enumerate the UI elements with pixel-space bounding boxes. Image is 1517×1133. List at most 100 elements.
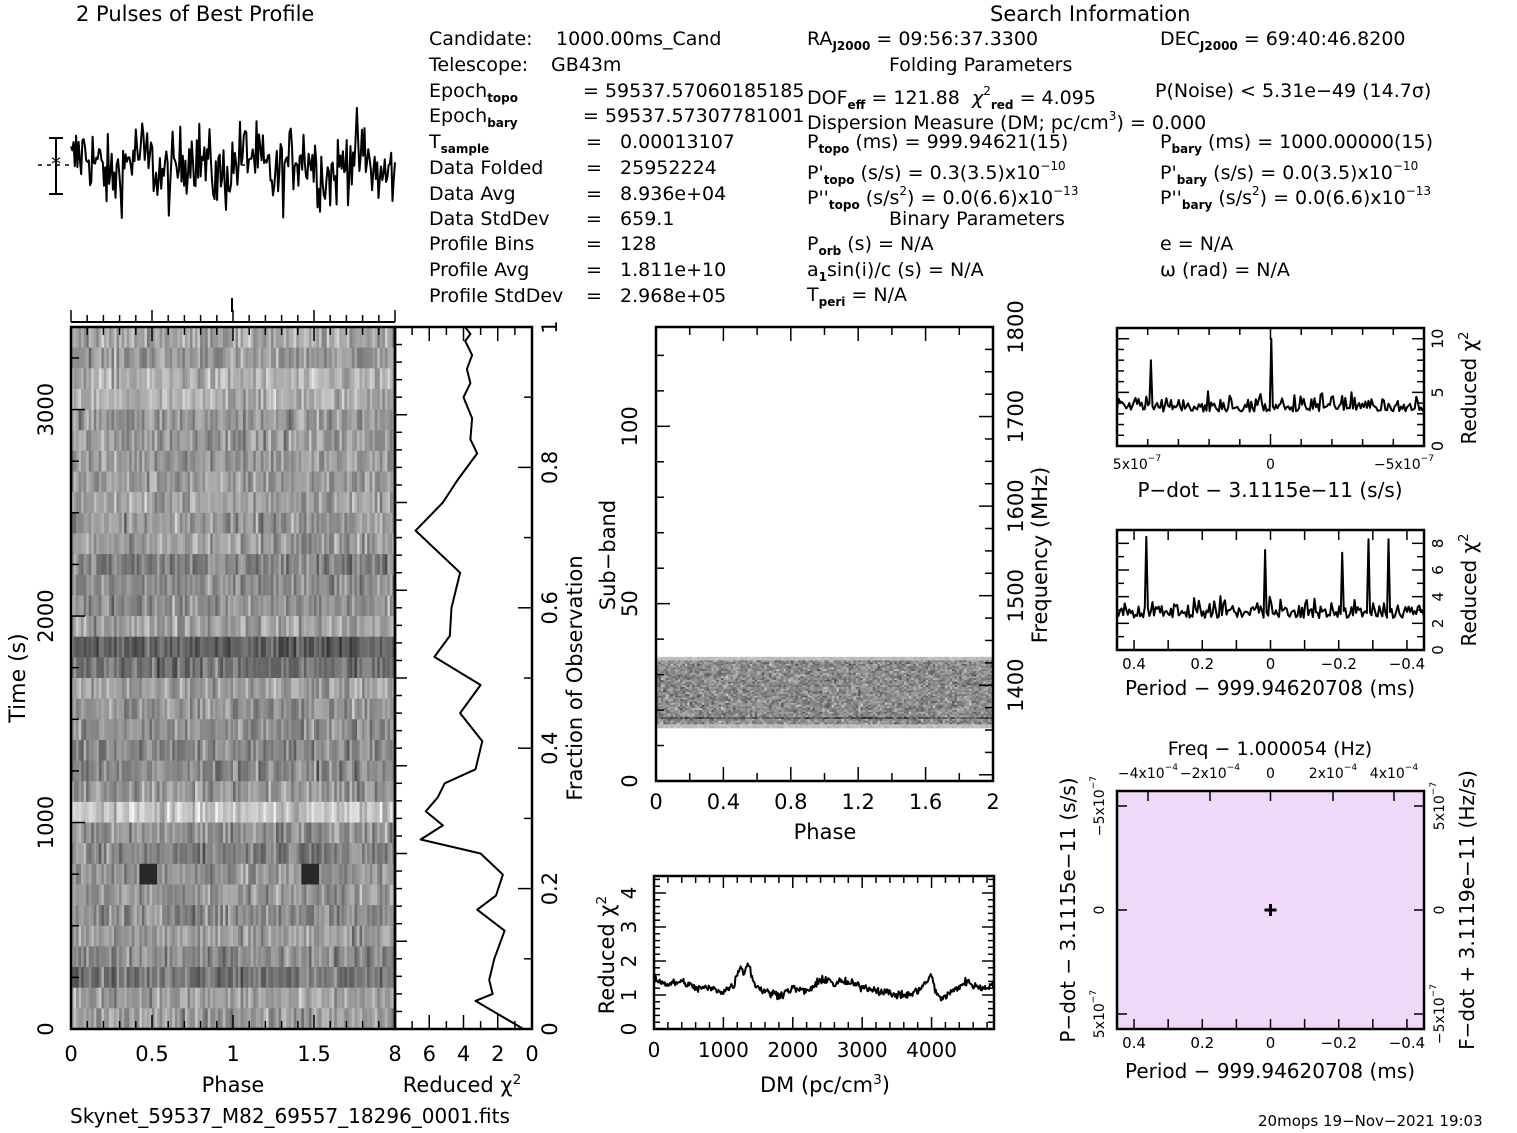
- heatmap-cell: [78, 678, 82, 700]
- heatmap-cell: [179, 698, 183, 720]
- heatmap-cell: [240, 1008, 244, 1030]
- heatmap-cell: [273, 822, 277, 844]
- heatmap-cell: [286, 739, 290, 762]
- heatmap-cell: [245, 657, 249, 679]
- heatmap-cell: [331, 471, 335, 493]
- heatmap-cell: [384, 967, 389, 989]
- heatmap-cell: [887, 660, 890, 663]
- heatmap-cell: [86, 471, 90, 493]
- heatmap-cell: [182, 347, 186, 369]
- heatmap-cell: [278, 430, 282, 452]
- heatmap-cell: [202, 801, 206, 824]
- heatmap-cell: [954, 656, 958, 660]
- heatmap-cell: [202, 781, 206, 803]
- heatmap-cell: [265, 1008, 270, 1030]
- heatmap-cell: [255, 554, 259, 576]
- heatmap-cell: [253, 450, 257, 473]
- heatmap-cell: [124, 616, 128, 638]
- heatmap-cell: [96, 533, 100, 555]
- heatmap-cell: [141, 987, 146, 1009]
- heatmap-cell: [164, 512, 168, 535]
- heatmap-cell: [225, 616, 229, 638]
- heatmap-cell: [303, 471, 308, 493]
- heatmap-cell: [708, 660, 712, 663]
- heatmap-cell: [293, 698, 297, 720]
- heatmap-cell: [146, 967, 151, 989]
- heatmap-cell: [233, 760, 237, 782]
- heatmap-cell: [306, 409, 310, 431]
- heatmap-cell: [276, 409, 280, 431]
- heatmap-cell: [344, 430, 348, 452]
- heatmap-cell: [276, 492, 280, 514]
- heatmap-cell: [884, 656, 888, 660]
- heatmap-cell: [81, 595, 85, 617]
- heatmap-cell: [351, 967, 356, 989]
- heatmap-cell: [369, 987, 373, 1009]
- heatmap-cell: [369, 781, 373, 803]
- heatmap-cell: [131, 450, 135, 473]
- heatmap-cell: [351, 843, 356, 865]
- heatmap-cell: [182, 471, 186, 493]
- heatmap-cell: [680, 656, 683, 660]
- heatmap-cell: [314, 574, 318, 597]
- heatmap-cell: [124, 987, 128, 1009]
- heatmap-cell: [116, 347, 120, 369]
- heatmap-cell: [164, 533, 168, 555]
- heatmap-cell: [296, 698, 300, 720]
- heatmap-cell: [124, 574, 128, 597]
- heatmap-cell: [273, 595, 277, 617]
- heatmap-cell: [81, 946, 85, 968]
- heatmap-cell: [329, 967, 333, 989]
- heatmap-cell: [187, 987, 191, 1009]
- heatmap-cell: [83, 698, 87, 720]
- heatmap-cell: [805, 656, 809, 660]
- heatmap-cell: [283, 388, 287, 411]
- heatmap-cell: [704, 656, 708, 660]
- heatmap-cell: [144, 368, 148, 390]
- heatmap-cell: [93, 946, 97, 968]
- heatmap-cell: [159, 760, 163, 782]
- heatmap-cell: [205, 450, 209, 473]
- heatmap-cell: [245, 946, 249, 968]
- heatmap-cell: [116, 905, 120, 927]
- heatmap-cell: [283, 471, 287, 493]
- heatmap-cell: [167, 678, 171, 700]
- heatmap-cell: [329, 347, 333, 369]
- heatmap-cell: [182, 760, 186, 782]
- heatmap-cell: [802, 660, 806, 663]
- heatmap-cell: [899, 660, 903, 663]
- heatmap-cell: [86, 925, 90, 948]
- heatmap-cell: [73, 492, 77, 514]
- heatmap-cell: [278, 678, 282, 700]
- info-value: = 59537.57307781001: [583, 105, 805, 127]
- heatmap-cell: [713, 660, 717, 663]
- heatmap-cell: [164, 327, 168, 349]
- heatmap-cell: [129, 533, 133, 555]
- heatmap-cell: [293, 450, 297, 473]
- heatmap-cell: [270, 739, 275, 762]
- heatmap-cell: [162, 430, 166, 452]
- heatmap-cell: [98, 967, 102, 989]
- heatmap-cell: [73, 905, 77, 927]
- heatmap-cell: [329, 657, 333, 679]
- heatmap-cell: [675, 656, 679, 660]
- heatmap-cell: [108, 471, 113, 493]
- heatmap-cell: [195, 388, 199, 411]
- heatmap-cell: [314, 492, 318, 514]
- heatmap-cell: [230, 781, 234, 803]
- heatmap-cell: [146, 388, 151, 411]
- heatmap-cell: [273, 801, 277, 824]
- heatmap-cell: [377, 533, 381, 555]
- heatmap-cell: [240, 719, 244, 741]
- heatmap-cell: [139, 616, 143, 638]
- heatmap-cell: [119, 905, 123, 927]
- heatmap-cell: [389, 533, 394, 555]
- heatmap-cell: [189, 698, 194, 720]
- heatmap-cell: [316, 533, 320, 555]
- heatmap-cell: [227, 863, 232, 886]
- heatmap-cell: [111, 822, 115, 844]
- heatmap-cell: [301, 657, 305, 679]
- heatmap-cell: [164, 843, 168, 865]
- heatmap-cell: [235, 719, 239, 741]
- heatmap-cell: [281, 512, 285, 535]
